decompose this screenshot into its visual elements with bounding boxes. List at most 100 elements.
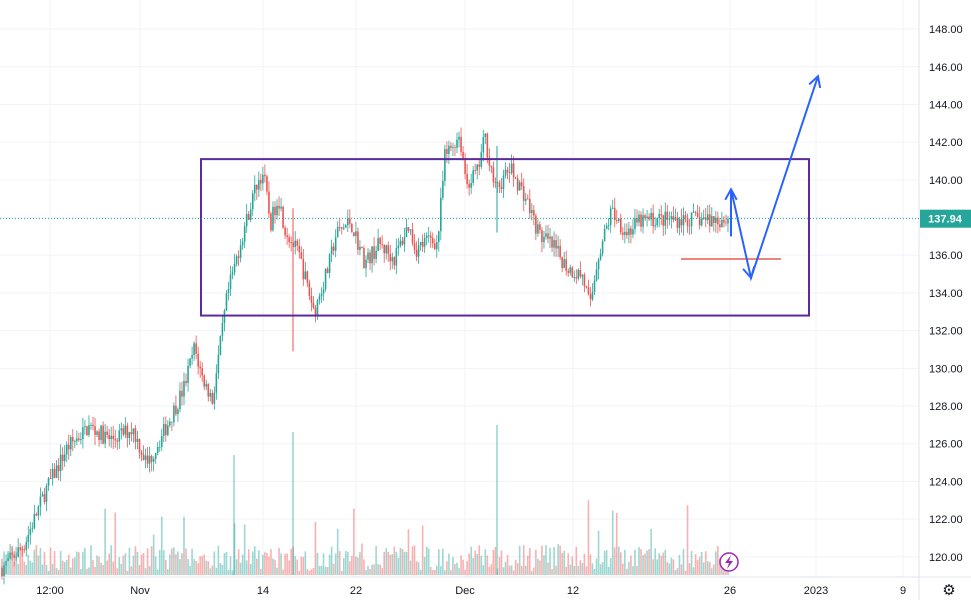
volume-bar	[215, 567, 218, 575]
candle-body	[391, 257, 394, 262]
candle-body	[626, 231, 628, 236]
candle-body	[201, 368, 203, 376]
candle-body	[195, 343, 197, 354]
candle-body	[684, 215, 687, 218]
candle-body	[53, 468, 56, 478]
candle-body	[86, 426, 88, 436]
candle-body	[247, 214, 250, 220]
volume-bar	[15, 546, 17, 575]
candle-body	[96, 431, 98, 435]
volume-bar	[694, 554, 697, 575]
candle-body	[668, 218, 671, 220]
volume-bar	[49, 547, 52, 575]
y-tick-label: 134.00	[929, 288, 963, 300]
volume-bar	[524, 565, 527, 575]
volume-bar	[76, 551, 78, 575]
candle-body	[336, 226, 339, 238]
candle-body	[132, 428, 135, 435]
candle-body	[660, 214, 663, 216]
volume-bar	[464, 569, 466, 575]
candle-body	[124, 425, 127, 435]
candle-body	[484, 133, 487, 137]
x-tick-label: 26	[724, 585, 736, 597]
volume-bar	[492, 549, 495, 575]
volume-bar	[668, 563, 671, 575]
drawings[interactable]	[200, 74, 822, 572]
settings-icon[interactable]: ⚙	[942, 581, 955, 599]
volume-bar	[359, 552, 361, 575]
volume-bar	[167, 569, 169, 575]
candle-body	[328, 254, 331, 273]
candle-body	[104, 431, 106, 444]
volume-bar	[446, 561, 448, 575]
volume-bar	[41, 564, 44, 575]
volume-bar	[401, 548, 404, 575]
volume-bar	[541, 545, 543, 575]
volume-bar	[116, 568, 119, 575]
candle-body	[209, 393, 212, 397]
volume-bar	[567, 553, 570, 575]
volume-bar	[632, 566, 634, 575]
volume-bar	[189, 565, 191, 575]
candle-body	[142, 454, 145, 460]
candle-body	[39, 496, 42, 507]
volume-bar	[90, 545, 92, 575]
candle-body	[205, 383, 208, 387]
volume-bar	[650, 528, 652, 575]
volume-bar	[183, 516, 185, 575]
volume-bar	[61, 560, 64, 575]
volume-bar	[529, 548, 531, 575]
candle-body	[535, 215, 537, 234]
volume-bar	[589, 554, 592, 575]
volume-bar	[185, 548, 187, 575]
candle-body	[340, 227, 343, 229]
volume-bar	[440, 566, 442, 575]
candle-body	[452, 147, 454, 148]
volume-bar	[571, 556, 574, 575]
candle-body	[399, 240, 402, 246]
candle-body	[476, 164, 479, 171]
volume-bar	[427, 548, 430, 575]
volume-bar	[35, 545, 38, 575]
volume-bar	[324, 566, 327, 575]
candle-body	[438, 231, 440, 243]
candle-body	[670, 216, 673, 219]
volume-bar	[419, 569, 422, 575]
volume-bar	[349, 561, 351, 575]
candle-body	[421, 241, 424, 247]
volume-bar	[274, 559, 276, 575]
candle-body	[367, 252, 369, 260]
volume-bar	[369, 568, 371, 575]
volume-bar	[702, 562, 705, 575]
y-tick-label: 140.00	[929, 175, 963, 187]
volume-bar	[138, 565, 141, 575]
volume-bar	[516, 563, 519, 575]
volume-bar	[320, 565, 323, 575]
candle-body	[648, 216, 650, 220]
volume-bar	[383, 551, 385, 575]
volume-bar	[51, 564, 54, 575]
volume-bar	[644, 553, 646, 575]
volume-bar	[9, 557, 11, 575]
candle-body	[642, 215, 644, 227]
volume-bar	[640, 549, 642, 575]
candle-body	[167, 425, 169, 436]
candle-body	[646, 216, 648, 219]
candle-body	[565, 259, 567, 271]
volume-bar	[526, 555, 529, 575]
candle-body	[529, 198, 531, 213]
candle-body	[713, 216, 715, 223]
projection-arrowhead-up	[724, 187, 738, 201]
volume-bar	[110, 545, 112, 575]
volume-bar	[676, 568, 679, 575]
volume-bar	[458, 568, 460, 575]
volume-bar	[43, 551, 46, 575]
volume-bar	[47, 570, 50, 575]
candle-body	[49, 478, 52, 480]
candle-body	[504, 169, 507, 176]
candle-body	[686, 217, 689, 226]
candle-body	[593, 280, 596, 292]
candle-body	[106, 431, 108, 435]
